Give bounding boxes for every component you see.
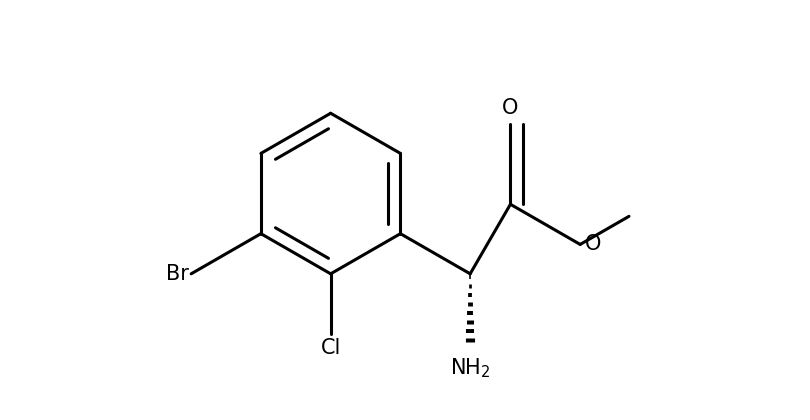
Text: Cl: Cl — [321, 338, 341, 358]
Text: Br: Br — [166, 264, 189, 284]
Text: O: O — [502, 98, 518, 118]
Text: NH$_2$: NH$_2$ — [450, 356, 491, 380]
Text: O: O — [585, 234, 602, 255]
